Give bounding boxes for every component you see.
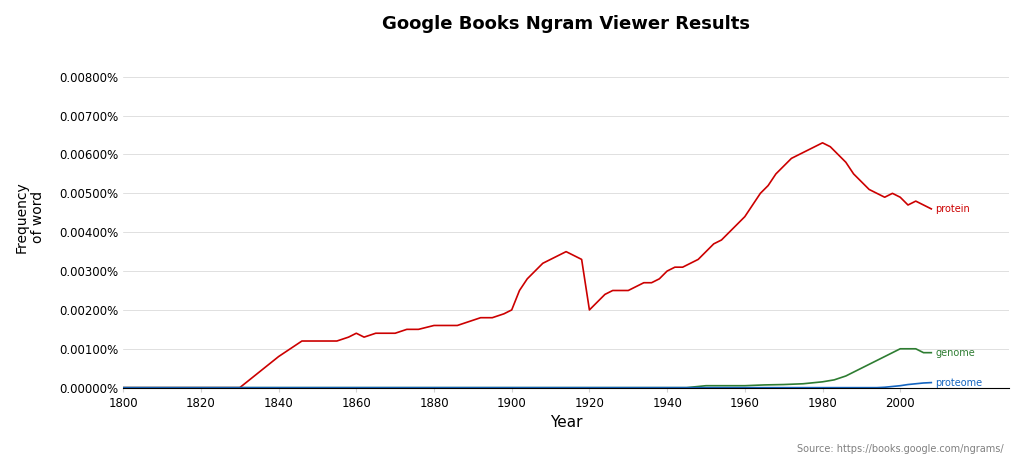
Text: genome: genome [935,347,975,358]
Text: proteome: proteome [935,378,982,387]
Y-axis label: Frequency
of word: Frequency of word [15,181,45,252]
Title: Google Books Ngram Viewer Results: Google Books Ngram Viewer Results [382,15,751,33]
Text: protein: protein [935,204,970,214]
Text: Source: https://books.google.com/ngrams/: Source: https://books.google.com/ngrams/ [797,444,1004,454]
X-axis label: Year: Year [550,415,583,430]
